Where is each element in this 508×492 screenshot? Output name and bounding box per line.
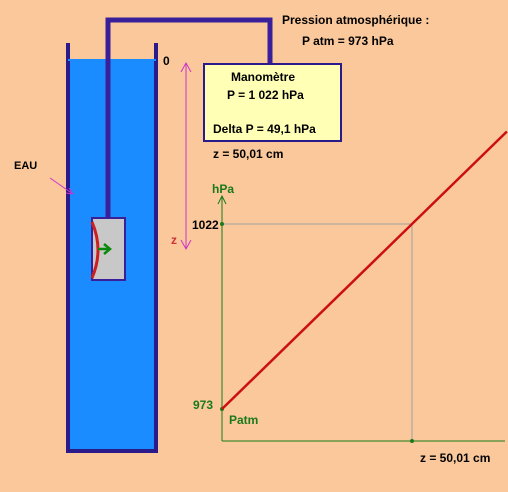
manometer-pressure: P = 1 022 hPa [227,88,304,102]
y-tick-label-1022: 1022 [192,218,219,232]
manometer-title: Manomètre [231,70,296,84]
manometer-delta-p: Delta P = 49,1 hPa [213,122,316,136]
water-label-pointer [49,177,74,195]
connecting-tube [105,17,273,218]
origin-label-patm: Patm [229,413,259,427]
y-axis-label: hPa [212,182,235,196]
depth-arrow-top-head [180,61,192,73]
water-label: EAU [14,160,38,172]
marker-guides [222,223,413,441]
surface-zero-mark: 0 [163,54,170,68]
container-walls [66,43,158,453]
x-tick-label: z = 50,01 cm [420,451,491,465]
atm-pressure-value: P atm = 973 hPa [302,34,394,48]
water-pointer-head [65,187,74,195]
y-axis-arrow-icon [217,194,227,205]
depth-arrow-bottom-head [180,239,192,251]
atm-pressure-label: Pression atmosphérique : [282,13,430,27]
probe-arrow-icon [98,243,112,255]
y-tick-marker [220,222,224,226]
y-tick-label-973: 973 [193,398,214,412]
x-tick-marker [410,439,414,443]
pressure-curve [221,130,508,410]
depth-symbol: z [171,233,177,247]
depth-readout: z = 50,01 cm [213,147,284,161]
manometer-panel: Manomètre P = 1 022 hPa Delta P = 49,1 h… [203,63,342,142]
